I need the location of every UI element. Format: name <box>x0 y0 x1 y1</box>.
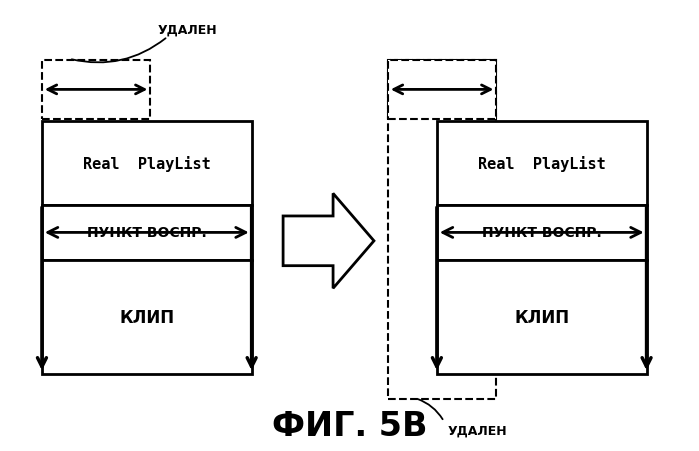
Bar <box>42 261 252 374</box>
Bar <box>437 122 647 205</box>
Text: ПУНКТ ВОСПР.: ПУНКТ ВОСПР. <box>482 226 602 240</box>
Bar <box>388 61 496 399</box>
Text: КЛИП: КЛИП <box>514 308 569 327</box>
Bar <box>437 205 647 261</box>
Text: Real  PlayList: Real PlayList <box>83 156 210 171</box>
Bar <box>42 61 150 120</box>
Text: ФИГ. 5B: ФИГ. 5B <box>272 409 427 442</box>
Text: ПУНКТ ВОСПР.: ПУНКТ ВОСПР. <box>87 226 207 240</box>
Bar <box>42 205 252 261</box>
Text: Real  PlayList: Real PlayList <box>478 156 605 171</box>
Bar <box>388 61 496 120</box>
Bar <box>437 261 647 374</box>
Bar <box>42 122 252 205</box>
Text: КЛИП: КЛИП <box>120 308 174 327</box>
Text: УДАЛЕН: УДАЛЕН <box>447 424 507 437</box>
Text: УДАЛЕН: УДАЛЕН <box>157 23 217 36</box>
Polygon shape <box>283 194 374 289</box>
